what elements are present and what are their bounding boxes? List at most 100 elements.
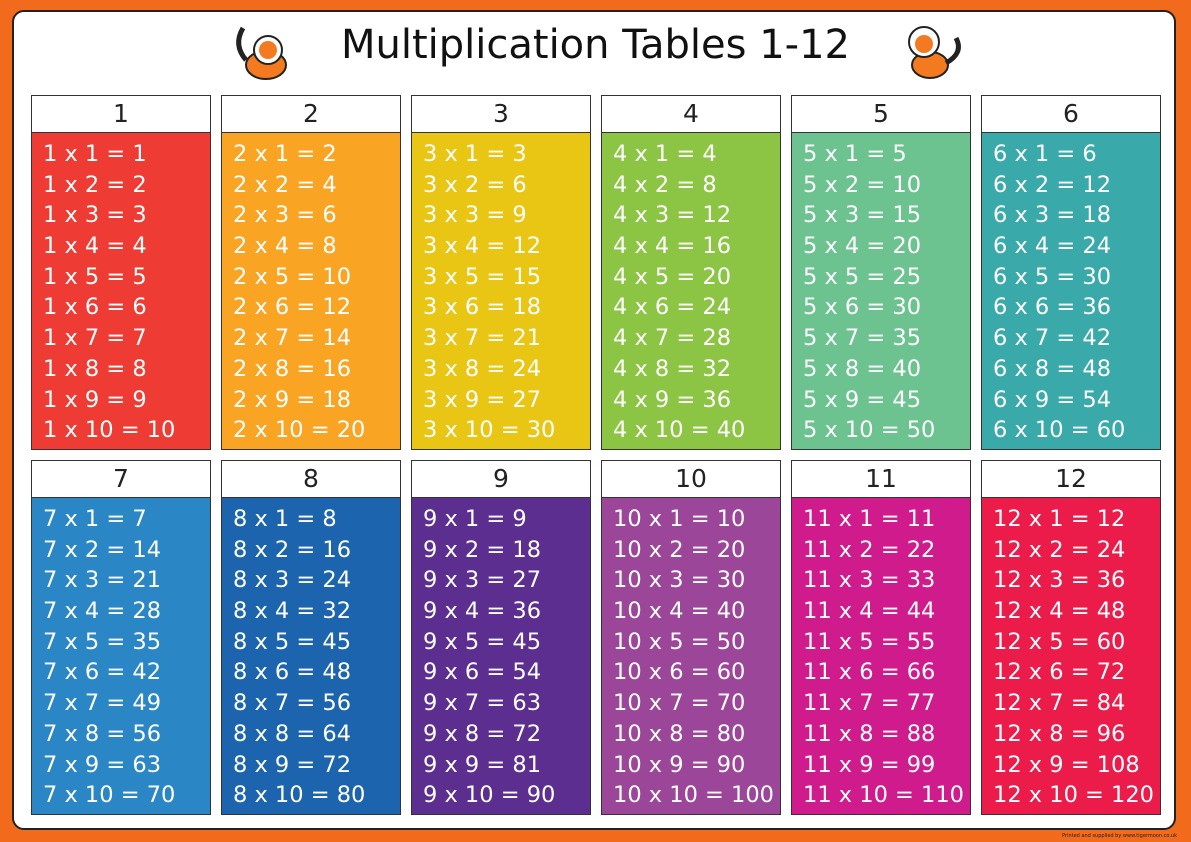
fact: 4 x 5 = 20 (613, 263, 732, 290)
fact: 2 x 1 = 2 (233, 141, 337, 167)
fact: 4 x 3 = 12 (613, 202, 732, 229)
fact: 3 x 3 = 9 (423, 202, 527, 229)
fact: 1 x 1 = 1 (43, 141, 147, 167)
fact: 4 x 4 = 16 (613, 233, 732, 260)
table-header: 12 (982, 461, 1160, 498)
fact: 3 x 5 = 15 (423, 263, 542, 290)
fact: 11 x 9 = 99 (803, 751, 936, 778)
fact: 5 x 6 = 30 (803, 294, 922, 321)
fact: 7 x 7 = 49 (43, 690, 162, 717)
fact: 2 x 8 = 16 (233, 355, 352, 382)
fact: 1 x 2 = 2 (43, 171, 147, 198)
fact: 10 x 5 = 50 (613, 628, 746, 655)
times-table: 5 5 x 1 = 5 5 x 2 = 10 5 x 3 = 15 5 x 4 = 20… (791, 95, 971, 450)
fact: 1 x 10 = 10 (43, 417, 176, 444)
table-body: 1 x 1 = 1 1 x 2 = 2 1 x 3 = 3 1 x 4 = 4 1 x … (32, 133, 210, 446)
table-body: 4 x 1 = 4 4 x 2 = 8 4 x 3 = 12 4 x 4 = 16 4 … (602, 133, 780, 446)
fact: 11 x 10 = 110 (803, 782, 964, 809)
fact: 12 x 9 = 108 (993, 751, 1140, 778)
fact: 12 x 6 = 72 (993, 659, 1126, 686)
table-body: 12 x 1 = 12 12 x 2 = 24 12 x 3 = 36 12 x 4 … (982, 498, 1160, 811)
fact: 10 x 1 = 10 (613, 506, 746, 532)
fact: 3 x 2 = 6 (423, 171, 527, 198)
times-table: 12 12 x 1 = 12 12 x 2 = 24 12 x 3 = 36 12 x … (981, 460, 1161, 815)
fact: 8 x 4 = 32 (233, 598, 352, 625)
fact: 10 x 4 = 40 (613, 598, 746, 625)
fact: 5 x 3 = 15 (803, 202, 922, 229)
fact: 7 x 10 = 70 (43, 782, 176, 809)
fact: 10 x 9 = 90 (613, 751, 746, 778)
fact: 10 x 8 = 80 (613, 720, 746, 747)
fact: 2 x 3 = 6 (233, 202, 337, 229)
times-table: 8 8 x 1 = 8 8 x 2 = 16 8 x 3 = 24 8 x 4 = 32… (221, 460, 401, 815)
table-body: 7 x 1 = 7 7 x 2 = 14 7 x 3 = 21 7 x 4 = 28 7… (32, 498, 210, 811)
fact: 3 x 6 = 18 (423, 294, 542, 321)
fact: 5 x 4 = 20 (803, 233, 922, 260)
fact: 7 x 4 = 28 (43, 598, 162, 625)
fact: 10 x 10 = 100 (613, 782, 774, 809)
table-header: 9 (412, 461, 590, 498)
fact: 2 x 6 = 12 (233, 294, 352, 321)
fact: 1 x 8 = 8 (43, 355, 147, 382)
tiger-icon (908, 26, 961, 79)
fact: 2 x 2 = 4 (233, 171, 337, 198)
table-body: 2 x 1 = 2 2 x 2 = 4 2 x 3 = 6 2 x 4 = 8 2 x … (222, 133, 400, 446)
times-table: 6 6 x 1 = 6 6 x 2 = 12 6 x 3 = 18 6 x 4 = 24… (981, 95, 1161, 450)
fact: 12 x 10 = 120 (993, 782, 1154, 809)
fact: 8 x 5 = 45 (233, 628, 352, 655)
title: Multiplication Tables 1-12 (340, 22, 850, 68)
fact: 8 x 8 = 64 (233, 720, 352, 747)
fact: 12 x 4 = 48 (993, 598, 1126, 625)
footer: Printed and supplied by www.tigermoon.co… (1062, 833, 1177, 839)
times-table: 10 10 x 1 = 10 10 x 2 = 20 10 x 3 = 30 10 x … (601, 460, 781, 815)
fact: 9 x 4 = 36 (423, 598, 542, 625)
table-header: 5 (792, 96, 970, 133)
fact: 9 x 6 = 54 (423, 659, 542, 686)
fact: 11 x 1 = 11 (803, 506, 936, 532)
fact: 12 x 1 = 12 (993, 506, 1126, 532)
fact: 5 x 1 = 5 (803, 141, 907, 167)
fact: 3 x 10 = 30 (423, 417, 556, 444)
fact: 3 x 8 = 24 (423, 355, 542, 382)
fact: 1 x 6 = 6 (43, 294, 147, 321)
table-header: 11 (792, 461, 970, 498)
fact: 11 x 7 = 77 (803, 690, 936, 717)
fact: 12 x 3 = 36 (993, 567, 1126, 594)
table-body: 6 x 1 = 6 6 x 2 = 12 6 x 3 = 18 6 x 4 = 24 6… (982, 133, 1160, 446)
table-header: 1 (32, 96, 210, 133)
table-body: 10 x 1 = 10 10 x 2 = 20 10 x 3 = 30 10 x 4 … (602, 498, 780, 811)
fact: 9 x 2 = 18 (423, 536, 542, 563)
fact: 6 x 9 = 54 (993, 386, 1112, 413)
times-table: 11 11 x 1 = 11 11 x 2 = 22 11 x 3 = 33 11 x … (791, 460, 971, 815)
fact: 10 x 3 = 30 (613, 567, 746, 594)
fact: 4 x 6 = 24 (613, 294, 732, 321)
fact: 7 x 8 = 56 (43, 720, 162, 747)
fact: 6 x 2 = 12 (993, 171, 1112, 198)
fact: 7 x 2 = 14 (43, 536, 162, 563)
fact: 8 x 1 = 8 (233, 506, 337, 532)
fact: 3 x 4 = 12 (423, 233, 542, 260)
table-header: 3 (412, 96, 590, 133)
fact: 6 x 10 = 60 (993, 417, 1126, 444)
fact: 8 x 9 = 72 (233, 751, 352, 778)
fact: 5 x 8 = 40 (803, 355, 922, 382)
table-header: 7 (32, 461, 210, 498)
fact: 1 x 7 = 7 (43, 325, 147, 352)
fact: 4 x 1 = 4 (613, 141, 717, 167)
fact: 12 x 2 = 24 (993, 536, 1126, 563)
fact: 6 x 4 = 24 (993, 233, 1112, 260)
fact: 2 x 7 = 14 (233, 325, 352, 352)
fact: 10 x 2 = 20 (613, 536, 746, 563)
fact: 3 x 7 = 21 (423, 325, 542, 352)
fact: 5 x 2 = 10 (803, 171, 922, 198)
times-table: 9 9 x 1 = 9 9 x 2 = 18 9 x 3 = 27 9 x 4 = 36… (411, 460, 591, 815)
tiger-icon (236, 26, 287, 80)
fact: 7 x 3 = 21 (43, 567, 162, 594)
fact: 11 x 6 = 66 (803, 659, 936, 686)
table-body: 5 x 1 = 5 5 x 2 = 10 5 x 3 = 15 5 x 4 = 20 5… (792, 133, 970, 446)
fact: 9 x 3 = 27 (423, 567, 542, 594)
table-header: 8 (222, 461, 400, 498)
